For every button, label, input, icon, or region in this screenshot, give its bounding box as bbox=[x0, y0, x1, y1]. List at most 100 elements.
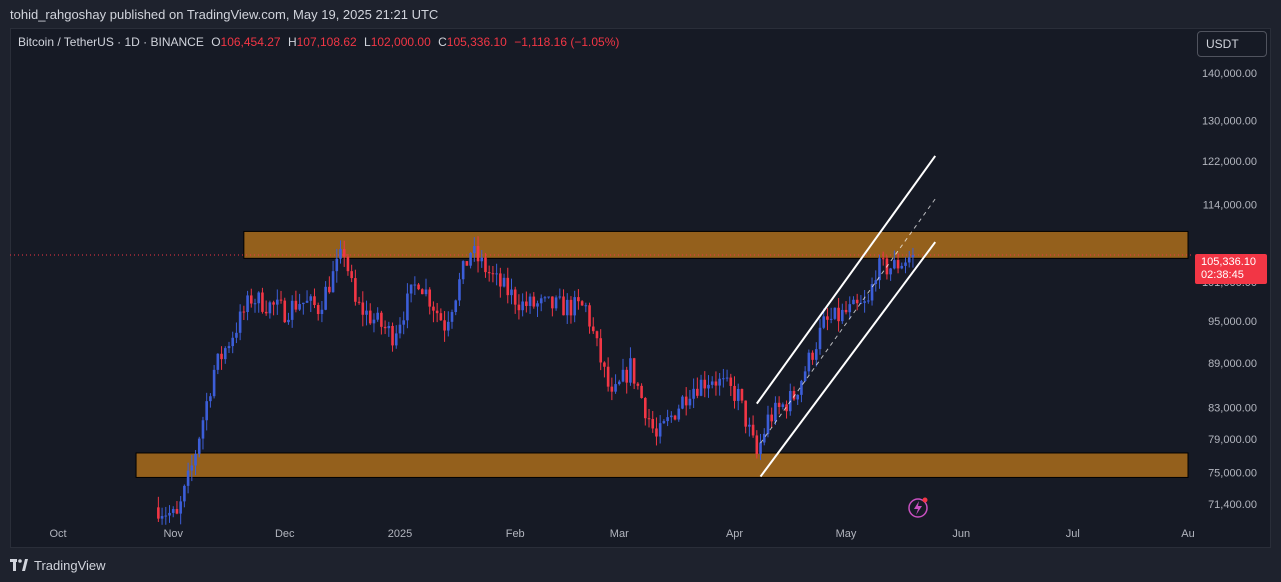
x-tick-label: Apr bbox=[726, 528, 743, 540]
candle-body bbox=[432, 306, 435, 311]
candle-body bbox=[900, 265, 904, 269]
candle-body bbox=[487, 272, 491, 274]
bar-countdown: 02:38:45 bbox=[1201, 269, 1244, 281]
candle-body bbox=[428, 289, 432, 307]
candle-body bbox=[242, 311, 246, 313]
candle-body bbox=[744, 400, 747, 427]
candle-body bbox=[614, 384, 617, 392]
candle-body bbox=[785, 404, 788, 412]
candle-body bbox=[696, 388, 699, 396]
candle-body bbox=[209, 396, 212, 402]
candle-body bbox=[867, 300, 870, 302]
candle-body bbox=[811, 352, 814, 360]
symbol-title[interactable]: Bitcoin / TetherUS · 1D · BINANCE bbox=[18, 35, 204, 49]
candle-body bbox=[394, 333, 398, 346]
candle-body bbox=[380, 312, 383, 327]
published-text: tohid_rahgoshay published on TradingView… bbox=[10, 6, 439, 22]
y-tick-label: 83,000.00 bbox=[1208, 402, 1257, 414]
candle-body bbox=[617, 381, 621, 385]
lightning-icon[interactable] bbox=[908, 497, 928, 518]
candle-body bbox=[651, 419, 655, 429]
x-tick-label: Nov bbox=[163, 528, 183, 540]
candle-body bbox=[521, 301, 524, 311]
candle-body bbox=[759, 442, 762, 455]
candle-body bbox=[896, 260, 900, 269]
high-label: H bbox=[287, 35, 297, 49]
x-tick-label: Dec bbox=[275, 528, 295, 540]
candle-body bbox=[290, 300, 294, 320]
candle-body bbox=[677, 408, 681, 420]
candle-body bbox=[253, 303, 257, 305]
candle-body bbox=[837, 307, 840, 322]
candle-body bbox=[495, 273, 498, 275]
candle-body bbox=[588, 305, 591, 327]
publisher-header: tohid_rahgoshay published on TradingView… bbox=[0, 0, 1281, 28]
x-tick-label: May bbox=[836, 528, 857, 540]
candle-body bbox=[610, 386, 614, 392]
candle-body bbox=[513, 289, 517, 305]
candle-body bbox=[335, 258, 339, 272]
last-price-value: 105,336.10 bbox=[1201, 256, 1257, 268]
y-tick-label: 89,000.00 bbox=[1208, 358, 1257, 370]
currency-button[interactable]: USDT bbox=[1197, 31, 1267, 57]
candle-body bbox=[562, 296, 565, 316]
candle-body bbox=[714, 381, 718, 386]
candle-body bbox=[606, 366, 610, 387]
y-tick-label: 140,000.00 bbox=[1202, 68, 1257, 80]
candle-body bbox=[874, 280, 878, 285]
candle-body bbox=[841, 309, 844, 322]
y-tick-label: 79,000.00 bbox=[1208, 434, 1257, 446]
x-tick-label: Mar bbox=[610, 528, 629, 540]
candle-body bbox=[227, 346, 231, 349]
candle-body bbox=[346, 256, 350, 272]
candle-body bbox=[194, 453, 197, 466]
candle-body bbox=[889, 268, 892, 275]
price-chart[interactable]: 140,000.00 130,000.00 122,000.00 114,000.00… bbox=[0, 0, 1281, 548]
candle-body bbox=[792, 390, 796, 400]
support-resistance-zone bbox=[135, 452, 1189, 478]
candle-body bbox=[402, 320, 405, 325]
candle-body bbox=[484, 257, 487, 273]
candle-body bbox=[599, 338, 602, 363]
candle-body bbox=[629, 358, 632, 383]
candle-body bbox=[670, 415, 673, 418]
candle-body bbox=[461, 261, 465, 280]
candle-body bbox=[283, 300, 287, 323]
candle-body bbox=[703, 379, 707, 389]
candle-body bbox=[446, 321, 450, 331]
candle-body bbox=[911, 255, 915, 258]
candle-body bbox=[320, 309, 324, 315]
candle-body bbox=[231, 337, 235, 347]
candle-body bbox=[826, 316, 829, 320]
candle-body bbox=[584, 305, 588, 307]
candle-body bbox=[506, 277, 510, 296]
candle-body bbox=[264, 311, 268, 314]
candle-body bbox=[279, 299, 283, 301]
last-price-tag: 105,336.10 02:38:45 bbox=[1195, 254, 1267, 284]
candle-body bbox=[235, 332, 238, 338]
candle-body bbox=[558, 296, 562, 298]
candle-body bbox=[417, 284, 420, 290]
x-tick-label: Jul bbox=[1066, 528, 1080, 540]
support-resistance-zone bbox=[243, 230, 1189, 259]
candle-body bbox=[684, 396, 688, 406]
candle-body bbox=[443, 320, 446, 331]
channel-median-line bbox=[760, 198, 936, 444]
candle-body bbox=[725, 377, 729, 379]
candle-body bbox=[525, 301, 528, 306]
candle-body bbox=[591, 326, 595, 332]
candles bbox=[157, 236, 915, 525]
x-tick-label: 2025 bbox=[388, 528, 412, 540]
candle-body bbox=[205, 401, 208, 421]
candle-body bbox=[383, 326, 387, 329]
y-tick-label: 122,000.00 bbox=[1202, 156, 1257, 168]
candle-body bbox=[480, 257, 484, 262]
candle-body bbox=[666, 417, 669, 422]
candle-body bbox=[577, 297, 580, 302]
candle-body bbox=[848, 304, 852, 313]
candle-body bbox=[454, 300, 458, 313]
candle-body bbox=[625, 369, 629, 383]
candle-body bbox=[339, 249, 342, 259]
currency-label: USDT bbox=[1206, 37, 1239, 51]
tradingview-logo[interactable]: TradingView bbox=[10, 558, 106, 573]
